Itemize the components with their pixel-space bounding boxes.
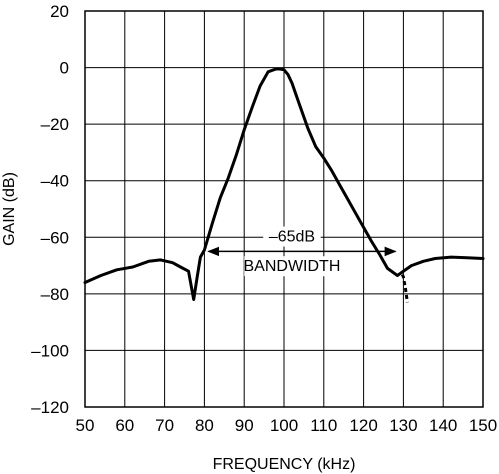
x-tick-label: 50 <box>76 416 95 435</box>
x-tick-label: 110 <box>310 416 337 435</box>
x-tick-labels: 50 60 70 80 90 100 110 120 130 140 150 <box>76 416 498 435</box>
y-tick-label: 20 <box>50 2 69 21</box>
annotation-background <box>244 256 340 277</box>
bandwidth-annotation: –65dB BANDWIDTH <box>207 226 397 277</box>
y-tick-label: –100 <box>31 341 69 360</box>
x-tick-label: 150 <box>469 416 497 435</box>
y-tick-labels: 20 0 –20 –40 –60 –80 –100 –120 <box>31 2 69 417</box>
x-tick-label: 80 <box>195 416 214 435</box>
x-tick-label: 100 <box>270 416 298 435</box>
gain-series-1 <box>396 270 409 303</box>
y-tick-label: –60 <box>41 228 69 247</box>
plot-frame <box>84 10 484 408</box>
x-tick-label: 70 <box>155 416 174 435</box>
gain-curve <box>83 67 485 303</box>
gain-series-2 <box>399 255 485 275</box>
y-tick-label: –120 <box>31 398 69 417</box>
x-tick-label: 140 <box>429 416 457 435</box>
annotation-label: BANDWIDTH <box>244 258 341 275</box>
x-tick-label: 130 <box>389 416 417 435</box>
y-tick-label: –80 <box>41 285 69 304</box>
x-tick-label: 120 <box>349 416 377 435</box>
y-tick-label: 0 <box>60 59 69 78</box>
annotation-label: –65dB <box>269 229 315 246</box>
x-tick-label: 90 <box>235 416 254 435</box>
x-axis-title: FREQUENCY (kHz) <box>213 456 356 473</box>
annotation-background <box>263 226 321 247</box>
y-axis-title: GAIN (dB) <box>1 172 18 246</box>
y-tick-label: –20 <box>41 115 69 134</box>
x-tick-label: 60 <box>115 416 134 435</box>
gain-series-0 <box>83 67 399 301</box>
y-tick-label: –40 <box>41 172 69 191</box>
